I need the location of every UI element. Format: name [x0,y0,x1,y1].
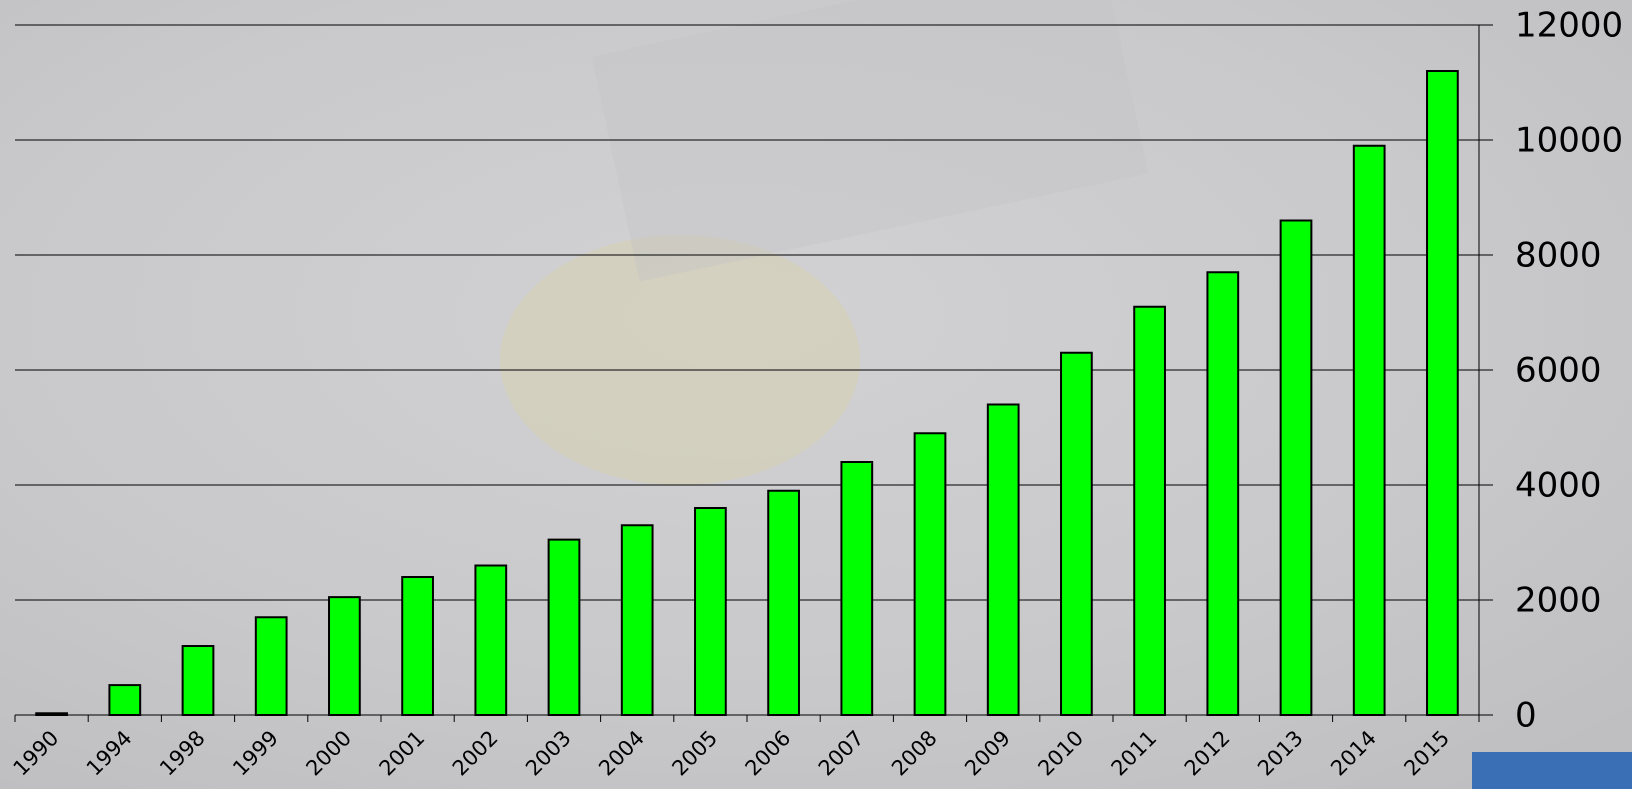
bar [36,713,67,715]
bar [988,405,1019,716]
y-tick-label: 4000 [1515,466,1602,506]
y-tick-label: 6000 [1515,351,1602,391]
bar [841,462,872,715]
chart: 0200040006000800010000120001990199419981… [0,0,1632,789]
bar [1281,221,1312,716]
y-tick-label: 2000 [1515,581,1602,621]
bar [1061,353,1092,715]
y-tick-label: 8000 [1515,236,1602,276]
y-tick-label: 10000 [1515,121,1623,161]
bar [183,646,214,715]
bar [622,525,653,715]
bar [329,597,360,715]
bar [915,433,946,715]
bar [549,540,580,715]
bar [402,577,433,715]
bar [109,685,140,715]
bar [1207,272,1238,715]
bar [695,508,726,715]
thumbnail [1472,752,1632,789]
bar [475,566,506,716]
bar [1354,146,1385,715]
bar [1427,71,1458,715]
y-tick-label: 12000 [1515,6,1623,46]
bar [1134,307,1165,715]
y-tick-label: 0 [1515,696,1537,736]
bar [256,617,287,715]
bar [768,491,799,715]
